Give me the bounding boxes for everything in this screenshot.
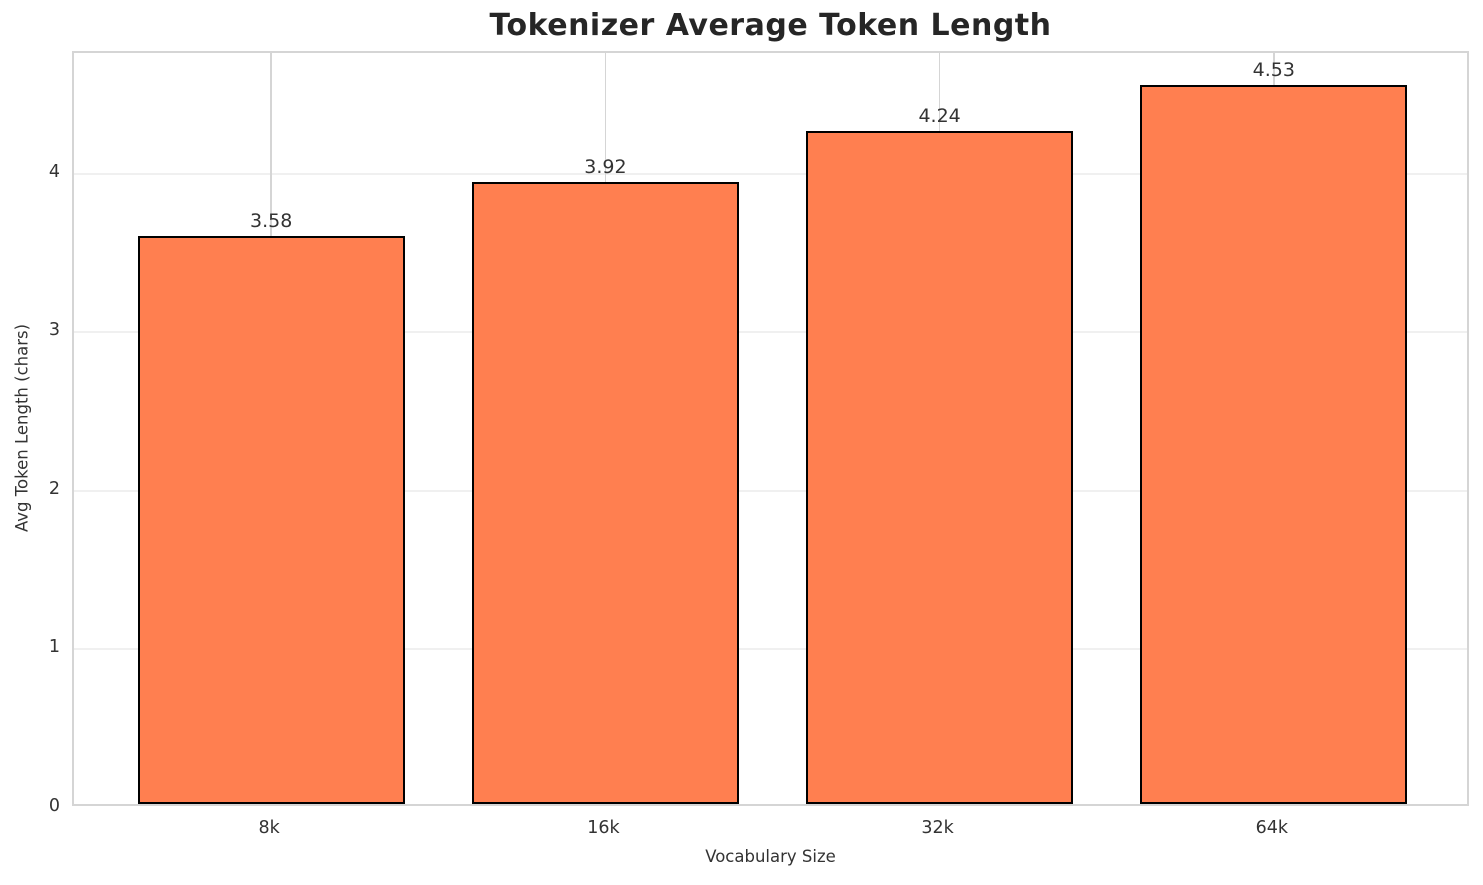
x-axis-label: Vocabulary Size	[705, 847, 836, 866]
bar-8k	[137, 236, 405, 804]
x-tick-label: 64k	[1255, 818, 1289, 838]
plot-area: 3.58 3.92 4.24 4.53	[72, 51, 1469, 806]
y-tick-label: 4	[48, 161, 60, 182]
y-axis-label: Avg Token Length (chars)	[12, 323, 32, 533]
x-tick-label: 16k	[587, 818, 620, 838]
bar-value-label: 3.58	[250, 210, 293, 233]
y-tick-label: 2	[48, 478, 60, 499]
bar-16k	[471, 182, 740, 804]
y-tick-label: 0	[48, 796, 60, 816]
y-tick-label: 1	[48, 637, 60, 658]
bar-value-label: 4.53	[1252, 59, 1295, 82]
horizontal-gridline	[74, 489, 1467, 492]
horizontal-gridline	[74, 648, 1467, 651]
y-tick-label: 3	[48, 320, 60, 341]
chart-title: Tokenizer Average Token Length	[489, 8, 1052, 43]
x-tick-label: 32k	[921, 818, 954, 838]
horizontal-gridline	[74, 331, 1467, 334]
bar-64k	[1140, 85, 1408, 804]
x-tick-label: 8k	[258, 818, 280, 838]
bar-value-label: 3.92	[584, 156, 627, 179]
horizontal-gridline	[74, 172, 1467, 175]
bar-32k	[805, 131, 1074, 804]
bar-value-label: 4.24	[918, 105, 961, 128]
